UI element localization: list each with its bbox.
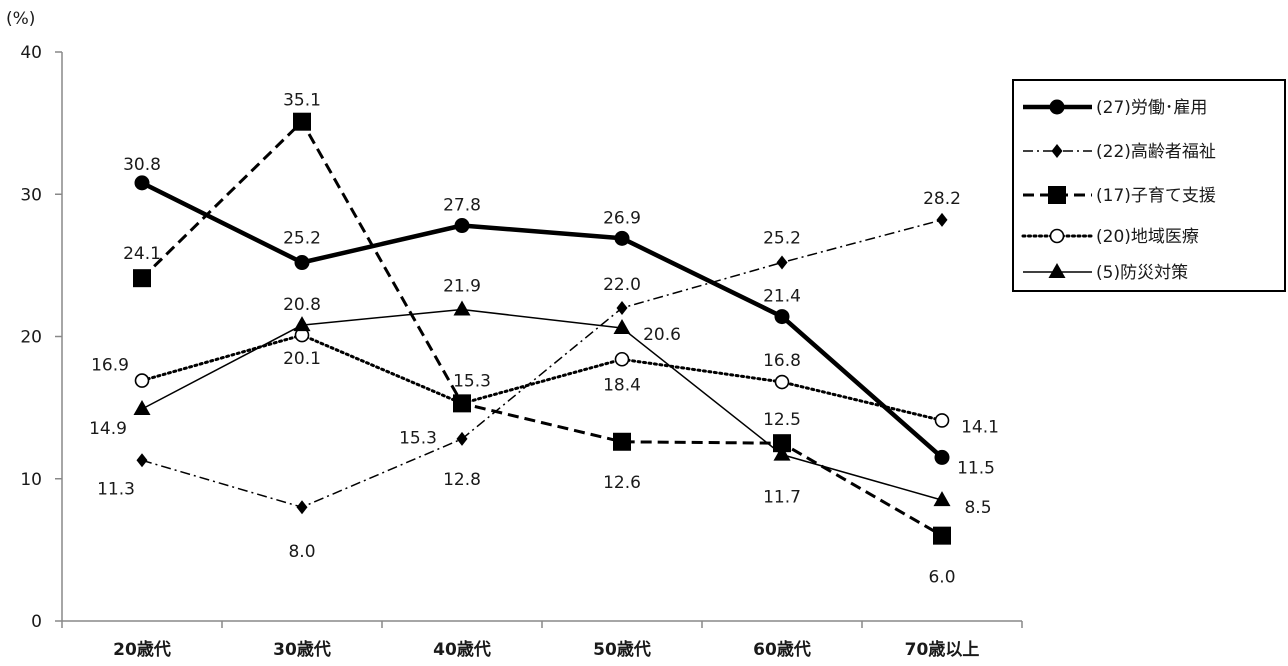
data-point: [133, 269, 151, 288]
data-label: 12.8: [443, 470, 481, 490]
data-point: [613, 318, 631, 334]
data-point: [453, 300, 471, 316]
data-point: [294, 255, 310, 271]
data-point: [136, 453, 148, 468]
legend-entry-5: (5)防災対策: [1023, 263, 1188, 283]
series-line-2: [141, 219, 943, 508]
data-label: 14.9: [89, 419, 127, 439]
legend: (27)労働･雇用 (22)高齢者福祉 (17)子育て支援 (20)地域医療 (5)防災…: [1012, 79, 1286, 292]
legend-marker: [1048, 186, 1066, 204]
data-label: 12.6: [603, 473, 641, 493]
series-markers-2: [136, 212, 948, 515]
data-point: [454, 218, 470, 234]
y-tick-label: 10: [20, 470, 42, 490]
legend-label: (20)地域医療: [1096, 227, 1199, 247]
series-markers-3: [133, 112, 951, 545]
data-label: 25.2: [283, 229, 321, 249]
legend-marker: [1051, 144, 1063, 158]
data-label: 20.8: [283, 295, 321, 315]
data-point: [773, 434, 791, 453]
x-category-label: 60歳代: [753, 639, 811, 660]
data-point: [934, 449, 950, 465]
data-label: 20.6: [643, 325, 681, 345]
x-category-label: 40歳代: [433, 639, 491, 660]
data-label: 21.9: [443, 276, 481, 296]
legend-label: (27)労働･雇用: [1096, 98, 1207, 118]
series-markers-1: [134, 175, 950, 465]
data-point: [613, 432, 631, 451]
data-point: [133, 400, 151, 416]
y-tick-label: 0: [31, 612, 42, 632]
data-label: 15.3: [399, 428, 437, 448]
data-label: 11.7: [763, 488, 801, 508]
series-markers-4: [134, 327, 950, 428]
legend-marker: [1049, 99, 1065, 115]
legend-box: [1012, 79, 1286, 292]
data-point: [933, 526, 951, 545]
legend-entry-4: (20)地域医療: [1021, 227, 1199, 247]
data-label: 21.4: [763, 287, 801, 307]
data-label: 8.0: [288, 542, 315, 562]
data-point: [614, 351, 630, 367]
data-label: 16.9: [91, 356, 129, 376]
data-point: [774, 309, 790, 325]
data-point: [773, 445, 791, 461]
y-tick-label: 20: [20, 328, 42, 348]
legend-label: (17)子育て支援: [1096, 186, 1216, 206]
data-label: 22.0: [603, 275, 641, 295]
data-label: 15.3: [453, 371, 491, 391]
series-line-5: [141, 308, 943, 501]
x-category-label: 30歳代: [273, 639, 331, 660]
x-category-label: 50歳代: [593, 639, 651, 660]
data-label: 28.2: [923, 189, 961, 209]
legend-label: (22)高齢者福祉: [1096, 142, 1216, 162]
data-point: [293, 112, 311, 131]
y-tick-label: 30: [20, 185, 42, 205]
legend-entry-2: (22)高齢者福祉: [1023, 142, 1216, 162]
data-label: 14.1: [961, 417, 999, 437]
data-label: 25.2: [763, 229, 801, 249]
data-point: [134, 175, 150, 191]
y-tick-label: 40: [20, 43, 42, 63]
data-point: [776, 255, 788, 270]
series-line-3: [140, 120, 943, 537]
data-label: 26.9: [603, 208, 641, 228]
data-point: [134, 373, 150, 388]
data-label: 11.5: [957, 458, 995, 478]
data-point: [293, 316, 311, 332]
data-point: [936, 212, 948, 227]
legend-label: (5)防災対策: [1096, 263, 1188, 283]
legend-marker: [1048, 263, 1066, 278]
data-point: [453, 394, 471, 413]
legend-entry-3: (17)子育て支援: [1023, 186, 1216, 206]
data-label: 24.1: [123, 244, 161, 264]
x-category-label: 20歳代: [113, 639, 171, 660]
x-category-label: 70歳以上: [905, 639, 980, 660]
data-point: [616, 301, 628, 316]
data-label: 16.8: [763, 351, 801, 371]
legend-entry-1: (27)労働･雇用: [1023, 98, 1207, 118]
data-label: 8.5: [964, 498, 991, 518]
series-line-4: [140, 333, 944, 422]
data-label: 27.8: [443, 196, 481, 216]
data-point: [456, 431, 468, 446]
data-label: 12.5: [763, 410, 801, 430]
data-point: [614, 230, 630, 246]
data-label: 30.8: [123, 155, 161, 175]
series-markers-5: [133, 300, 951, 507]
data-label: 18.4: [603, 375, 641, 395]
legend-marker: [1049, 228, 1065, 244]
data-point: [774, 374, 790, 390]
data-label: 6.0: [928, 568, 955, 588]
y-unit-label: (%): [6, 9, 35, 29]
series-line-1: [140, 180, 944, 460]
data-label: 20.1: [283, 349, 321, 369]
data-point: [296, 500, 308, 515]
data-label: 35.1: [283, 91, 321, 111]
data-point: [934, 413, 950, 428]
data-point: [933, 491, 951, 507]
data-label: 11.3: [97, 479, 135, 499]
